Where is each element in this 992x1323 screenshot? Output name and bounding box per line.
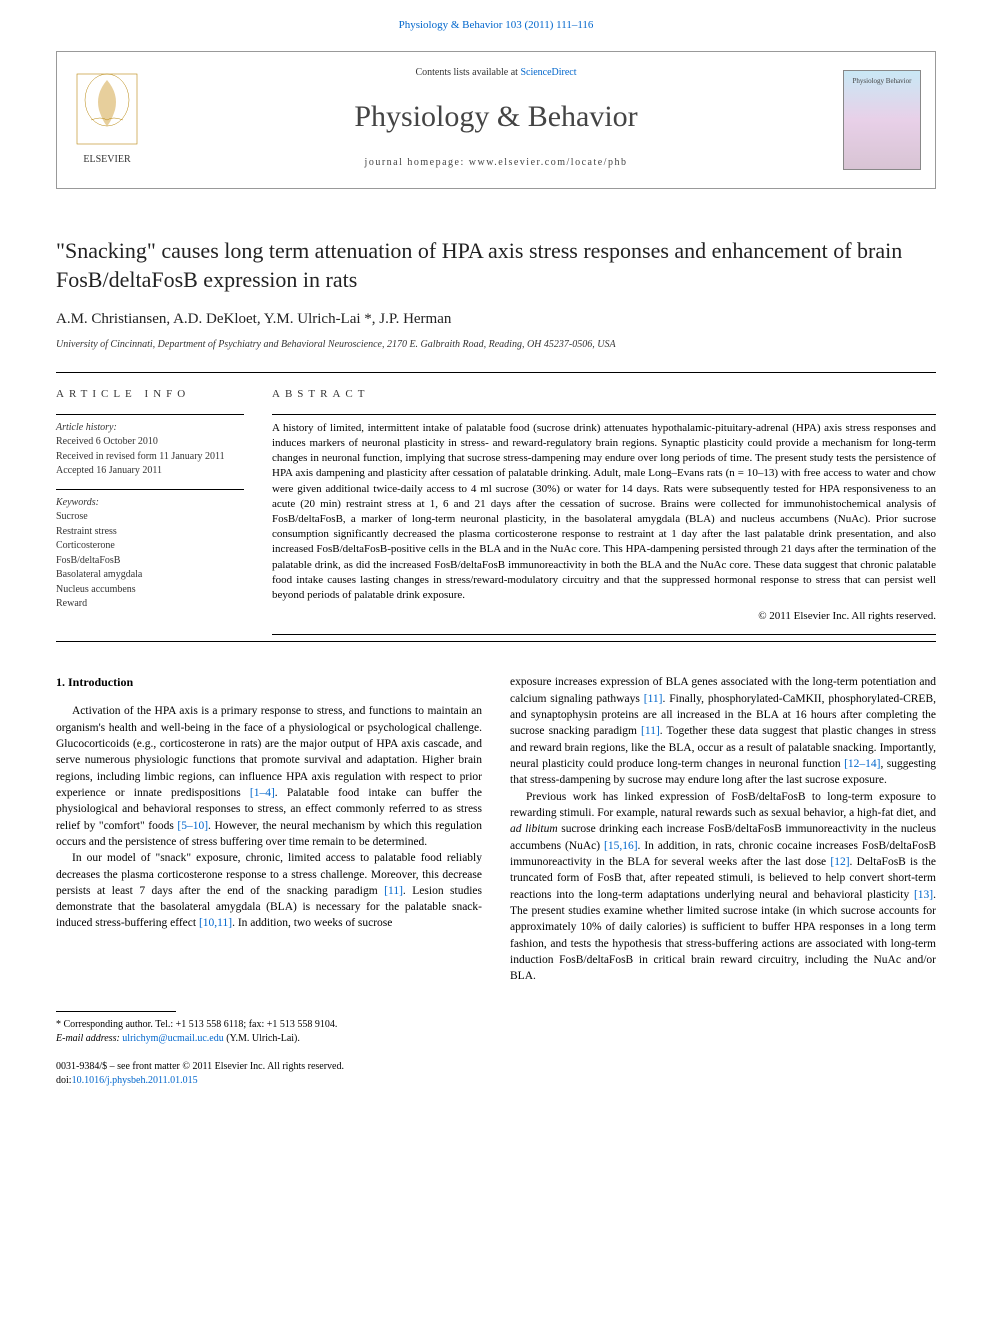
history-item: Accepted 16 January 2011 — [56, 464, 244, 479]
divider — [272, 414, 936, 415]
divider — [56, 1011, 176, 1012]
keyword: Corticosterone — [56, 539, 244, 554]
doi-link[interactable]: 10.1016/j.physbeh.2011.01.015 — [72, 1075, 198, 1086]
divider — [56, 489, 244, 490]
intro-heading: 1. Introduction — [56, 674, 482, 691]
corresponding-author: * Corresponding author. Tel.: +1 513 558… — [56, 1018, 936, 1032]
intro-paragraph: exposure increases expression of BLA gen… — [510, 674, 936, 788]
divider — [56, 414, 244, 415]
citation-link[interactable]: [12–14] — [844, 758, 880, 770]
svg-text:ELSEVIER: ELSEVIER — [83, 154, 131, 165]
journal-name: Physiology & Behavior — [57, 96, 935, 138]
divider — [272, 634, 936, 635]
citation-link[interactable]: [11] — [641, 725, 660, 737]
citation-link[interactable]: [13] — [914, 889, 933, 901]
right-column: exposure increases expression of BLA gen… — [510, 674, 936, 984]
keywords-heading: Keywords: — [56, 496, 244, 511]
abstract-copyright: © 2011 Elsevier Inc. All rights reserved… — [272, 609, 936, 624]
sciencedirect-link[interactable]: ScienceDirect — [520, 67, 576, 78]
keyword: Basolateral amygdala — [56, 568, 244, 583]
body-columns: 1. Introduction Activation of the HPA ax… — [56, 674, 936, 984]
citation-link[interactable]: [11] — [644, 693, 663, 705]
footer: * Corresponding author. Tel.: +1 513 558… — [56, 1011, 936, 1088]
keyword: Sucrose — [56, 510, 244, 525]
history-item: Received 6 October 2010 — [56, 435, 244, 450]
journal-ref-link[interactable]: Physiology & Behavior 103 (2011) 111–116 — [399, 19, 594, 31]
article-info-label: ARTICLE INFO — [56, 387, 244, 402]
article-title: "Snacking" causes long term attenuation … — [56, 237, 936, 294]
email-link[interactable]: ulrichym@ucmail.uc.edu — [122, 1033, 223, 1044]
journal-cover-thumbnail: Physiology Behavior — [843, 70, 921, 170]
journal-homepage: journal homepage: www.elsevier.com/locat… — [57, 156, 935, 170]
keyword: Restraint stress — [56, 525, 244, 540]
history-heading: Article history: — [56, 421, 244, 436]
intro-paragraph: Previous work has linked expression of F… — [510, 789, 936, 985]
contents-line: Contents lists available at ScienceDirec… — [57, 66, 935, 80]
keyword: FosB/deltaFosB — [56, 554, 244, 569]
citation-link[interactable]: [12] — [830, 856, 849, 868]
issn-line: 0031-9384/$ – see front matter © 2011 El… — [56, 1060, 936, 1074]
doi-line: doi:10.1016/j.physbeh.2011.01.015 — [56, 1074, 936, 1088]
article-info-column: ARTICLE INFO Article history: Received 6… — [56, 373, 264, 642]
affiliation: University of Cincinnati, Department of … — [56, 338, 936, 352]
keyword: Nucleus accumbens — [56, 583, 244, 598]
keyword: Reward — [56, 597, 244, 612]
abstract-label: ABSTRACT — [272, 387, 936, 402]
abstract-column: ABSTRACT A history of limited, intermitt… — [264, 373, 936, 642]
history-item: Received in revised form 11 January 2011 — [56, 450, 244, 465]
citation-link[interactable]: [10,11] — [199, 917, 232, 929]
intro-paragraph: Activation of the HPA axis is a primary … — [56, 703, 482, 850]
left-column: 1. Introduction Activation of the HPA ax… — [56, 674, 482, 984]
journal-header-box: ELSEVIER Physiology Behavior Contents li… — [56, 51, 936, 189]
authors-line: A.M. Christiansen, A.D. DeKloet, Y.M. Ul… — [56, 309, 936, 330]
email-line: E-mail address: ulrichym@ucmail.uc.edu (… — [56, 1032, 936, 1046]
journal-reference: Physiology & Behavior 103 (2011) 111–116 — [0, 0, 992, 43]
citation-link[interactable]: [11] — [384, 885, 403, 897]
divider — [56, 641, 936, 642]
intro-paragraph: In our model of "snack" exposure, chroni… — [56, 850, 482, 932]
citation-link[interactable]: [15,16] — [604, 840, 638, 852]
elsevier-logo: ELSEVIER — [71, 70, 143, 170]
citation-link[interactable]: [1–4] — [250, 787, 275, 799]
citation-link[interactable]: [5–10] — [177, 820, 208, 832]
abstract-text: A history of limited, intermittent intak… — [272, 421, 936, 603]
